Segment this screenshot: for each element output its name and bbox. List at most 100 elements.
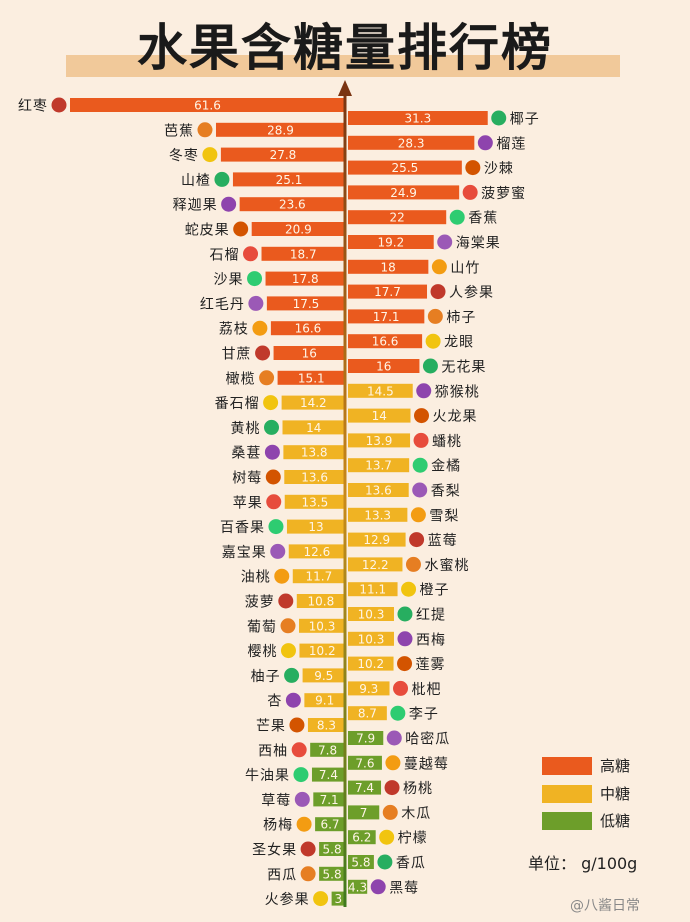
fruit-icon <box>386 730 402 746</box>
fruit-icon <box>247 271 263 287</box>
fruit-icon <box>255 345 271 361</box>
value-label-left: 8.3 <box>317 719 336 733</box>
bar-right <box>348 383 413 398</box>
fruit-icon <box>264 419 279 435</box>
value-label-right: 14 <box>372 409 387 423</box>
value-label-right: 7.4 <box>355 781 374 795</box>
value-label-left: 10.2 <box>309 644 336 658</box>
value-label-right: 16 <box>376 360 391 374</box>
bar-left <box>277 370 345 385</box>
fruit-icon <box>393 680 409 696</box>
category-label-right: 香瓜 <box>396 856 426 872</box>
fruit-icon <box>233 221 249 237</box>
category-label-right: 蔓越莓 <box>404 756 449 772</box>
value-label-left: 13 <box>308 520 323 534</box>
value-label-left: 28.9 <box>267 123 294 137</box>
category-label-right: 榴莲 <box>496 136 526 152</box>
category-label-left: 西瓜 <box>267 867 297 883</box>
value-label-left: 23.6 <box>279 198 306 212</box>
bar-right <box>348 284 428 299</box>
fruit-icon <box>291 742 307 758</box>
fruit-icon <box>296 816 312 832</box>
fruit-icon <box>243 246 259 262</box>
fruit-icon <box>379 829 395 845</box>
fruit-icon <box>278 593 294 609</box>
bar-left <box>220 147 345 162</box>
fruit-icon <box>397 606 413 622</box>
value-label-right: 17.7 <box>374 285 401 299</box>
category-label-right: 木瓜 <box>401 806 431 822</box>
bar-right <box>348 656 394 671</box>
category-label-left: 甘蔗 <box>222 347 252 363</box>
fruit-icon <box>280 643 296 659</box>
bar-right <box>348 111 488 125</box>
bar-left <box>283 445 345 460</box>
value-label-right: 11.1 <box>359 583 386 597</box>
value-label-left: 9.1 <box>315 694 334 708</box>
bar-left <box>261 246 345 261</box>
value-label-left: 27.8 <box>270 148 297 162</box>
value-label-right: 13.9 <box>366 434 393 448</box>
value-label-left: 7.8 <box>318 743 337 757</box>
category-label-right: 西梅 <box>416 632 446 648</box>
bar-left <box>315 817 345 832</box>
category-label-left: 柚子 <box>251 669 281 685</box>
category-label-right: 无花果 <box>441 360 486 376</box>
category-label-right: 杨桃 <box>403 781 433 797</box>
bar-left <box>239 197 345 212</box>
category-label-left: 黄桃 <box>231 420 261 437</box>
category-label-left: 红枣 <box>18 99 48 115</box>
bar-right <box>348 135 475 150</box>
value-label-left: 7.1 <box>320 793 339 807</box>
category-label-left: 苹果 <box>233 495 263 511</box>
fruit-icon <box>427 308 443 324</box>
value-label-left: 6.7 <box>320 818 339 832</box>
fruit-icon <box>430 284 446 300</box>
value-label-left: 7.4 <box>319 768 338 782</box>
fruit-icon <box>268 519 284 535</box>
bar-right <box>348 160 462 175</box>
fruit-icon <box>462 184 478 200</box>
category-label-right: 橙子 <box>420 583 450 599</box>
category-label-left: 杨梅 <box>263 818 293 834</box>
category-label-right: 红提 <box>416 608 446 624</box>
fruit-icon <box>384 780 400 796</box>
fruit-icon <box>412 457 428 473</box>
fruit-icon <box>294 791 310 807</box>
category-label-right: 蓝莓 <box>428 533 458 549</box>
fruit-icon <box>397 656 413 672</box>
bar-right <box>348 408 411 423</box>
legend-item-mid: 中糖 <box>542 785 682 803</box>
fruit-icon <box>270 543 286 559</box>
value-label-right: 24.9 <box>390 186 417 200</box>
value-label-left: 13.8 <box>301 446 328 460</box>
value-label-right: 18 <box>381 260 396 274</box>
bar-left <box>299 618 345 633</box>
category-label-left: 树莓 <box>232 471 262 487</box>
fruit-icon <box>197 122 213 138</box>
category-label-left: 圣女果 <box>252 842 297 859</box>
bar-left <box>232 172 345 187</box>
bar-right <box>348 557 403 572</box>
fruit-icon <box>412 482 428 498</box>
fruit-icon <box>214 171 230 187</box>
legend-label-high: 高糖 <box>600 757 631 775</box>
value-label-right: 31.3 <box>405 112 432 126</box>
bar-right <box>348 855 374 869</box>
bar-left <box>282 420 345 435</box>
category-label-left: 百香果 <box>220 520 265 536</box>
category-label-left: 沙果 <box>214 272 244 288</box>
legend-item-low: 低糖 <box>542 812 682 830</box>
fruit-icon <box>405 556 421 572</box>
fruit-icon <box>370 879 386 895</box>
axis-arrow-icon <box>338 80 352 96</box>
value-label-right: 22 <box>389 211 404 225</box>
bar-right <box>348 607 394 621</box>
fruit-icon <box>248 295 264 311</box>
fruit-icon <box>409 532 425 548</box>
fruit-icon <box>274 568 290 584</box>
category-label-left: 山楂 <box>181 173 211 189</box>
category-label-right: 沙棘 <box>484 161 514 177</box>
bar-left <box>70 98 345 112</box>
